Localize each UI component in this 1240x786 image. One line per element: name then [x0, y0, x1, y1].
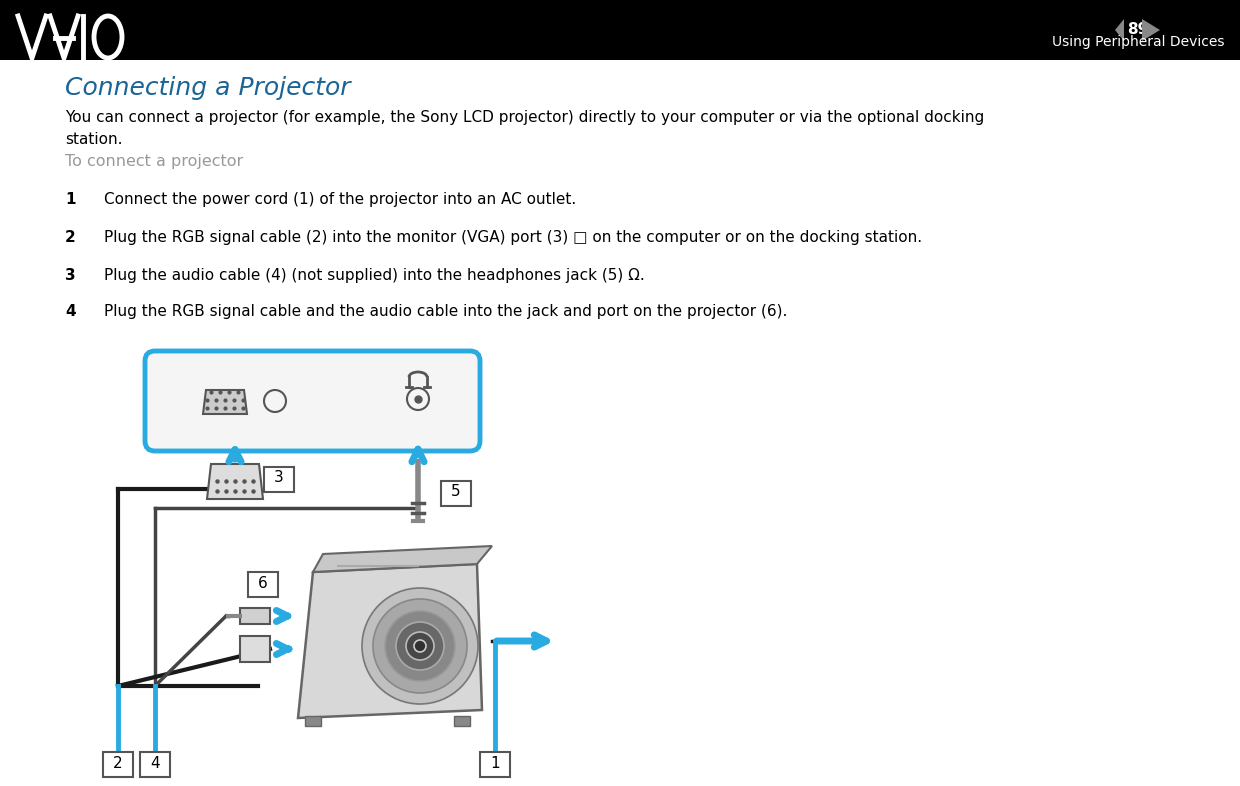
Text: 1: 1 — [64, 192, 76, 207]
Text: 3: 3 — [64, 268, 76, 283]
Bar — [264, 467, 294, 492]
Circle shape — [407, 388, 429, 410]
Bar — [248, 572, 278, 597]
Text: Plug the RGB signal cable and the audio cable into the jack and port on the proj: Plug the RGB signal cable and the audio … — [104, 304, 787, 319]
Bar — [480, 752, 510, 777]
Polygon shape — [298, 564, 482, 718]
Text: 1: 1 — [490, 755, 500, 770]
Bar — [103, 752, 133, 777]
Bar — [241, 608, 270, 624]
Text: 89: 89 — [1127, 23, 1148, 38]
Circle shape — [362, 588, 477, 704]
Polygon shape — [207, 464, 263, 499]
Text: To connect a projector: To connect a projector — [64, 154, 243, 169]
Text: Plug the RGB signal cable (2) into the monitor (VGA) port (3) □ on the computer : Plug the RGB signal cable (2) into the m… — [104, 230, 923, 245]
Circle shape — [264, 390, 286, 412]
Text: Using Peripheral Devices: Using Peripheral Devices — [1053, 35, 1225, 49]
Text: 2: 2 — [64, 230, 76, 245]
Circle shape — [384, 611, 455, 681]
Polygon shape — [312, 546, 492, 572]
Circle shape — [405, 632, 434, 660]
Bar — [441, 481, 471, 506]
Text: Plug the audio cable (4) (not supplied) into the headphones jack (5) Ω.: Plug the audio cable (4) (not supplied) … — [104, 268, 645, 283]
Text: 2: 2 — [113, 755, 123, 770]
Bar — [305, 716, 321, 726]
Text: 6: 6 — [258, 575, 268, 590]
Circle shape — [373, 599, 467, 693]
Polygon shape — [241, 636, 270, 662]
Text: 4: 4 — [64, 304, 76, 319]
Polygon shape — [1142, 19, 1159, 41]
Text: 3: 3 — [274, 471, 284, 486]
Circle shape — [396, 622, 444, 670]
Text: 4: 4 — [150, 755, 160, 770]
Bar — [140, 752, 170, 777]
Circle shape — [414, 640, 427, 652]
Bar — [0, 0, 1240, 60]
Bar — [454, 716, 470, 726]
Text: Connect the power cord (1) of the projector into an AC outlet.: Connect the power cord (1) of the projec… — [104, 192, 577, 207]
Polygon shape — [1115, 19, 1123, 41]
Text: You can connect a projector (for example, the Sony LCD projector) directly to yo: You can connect a projector (for example… — [64, 110, 985, 147]
Polygon shape — [203, 390, 247, 414]
Text: 5: 5 — [451, 484, 461, 499]
Text: Connecting a Projector: Connecting a Projector — [64, 76, 351, 100]
FancyBboxPatch shape — [145, 351, 480, 451]
